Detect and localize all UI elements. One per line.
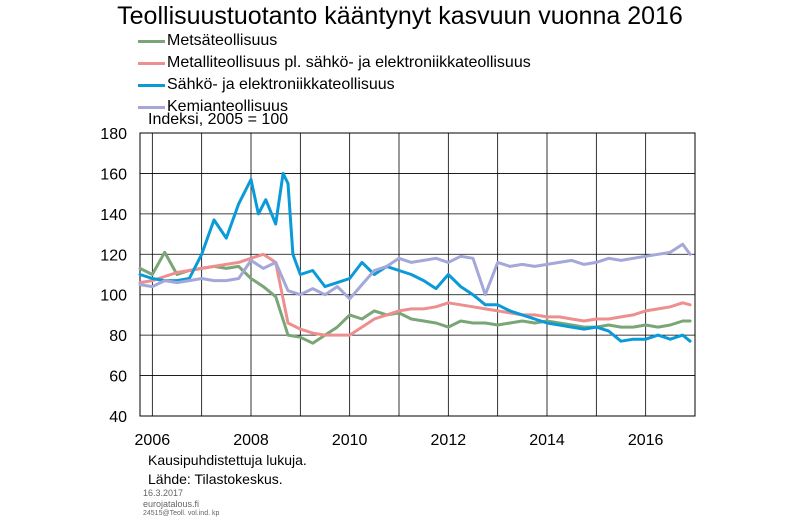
y-tick-label: 120 xyxy=(100,247,127,264)
x-tick-label: 2008 xyxy=(233,432,269,449)
x-tick-label: 2014 xyxy=(529,432,565,449)
series-line-1 xyxy=(138,252,692,337)
legend-swatch xyxy=(138,83,165,87)
series-line-2 xyxy=(138,171,692,343)
y-tick-label: 160 xyxy=(100,166,127,183)
footnote-seasonal: Kausipuhdistettuja lukuja. xyxy=(148,452,307,468)
series-line-0 xyxy=(138,250,692,345)
y-tick-label: 180 xyxy=(100,126,127,143)
legend-label: Metalliteollisuus pl. sähkö- ja elektron… xyxy=(167,54,531,71)
legend-label: Sähkö- ja elektroniikkateollisuus xyxy=(167,76,395,93)
legend-swatch xyxy=(138,105,165,109)
legend-label: Kemianteollisuus xyxy=(167,98,288,115)
legend-label: Metsäteollisuus xyxy=(167,32,278,49)
series-line-3 xyxy=(138,242,692,301)
y-axis-unit-label: Indeksi, 2005 = 100 xyxy=(148,111,289,128)
footnote-source: Lähde: Tilastokeskus. xyxy=(148,471,283,487)
x-tick-label: 2012 xyxy=(431,432,467,449)
chart-code: 24515@Teoll. vol.ind. kp xyxy=(143,510,220,517)
y-tick-label: 80 xyxy=(109,328,127,345)
x-tick-label: 2010 xyxy=(332,432,368,449)
legend-item-metalliteollisuus: Metalliteollisuus pl. sähkö- ja elektron… xyxy=(138,52,531,74)
legend-item-kemianteollisuus: Kemianteollisuus xyxy=(138,96,531,118)
y-tick-label: 40 xyxy=(109,409,127,426)
legend-item-sahko-elektroniikka: Sähkö- ja elektroniikkateollisuus xyxy=(138,74,531,96)
legend-item-metsateollisuus: Metsäteollisuus xyxy=(138,30,531,52)
chart-title: Teollisuustuotanto kääntynyt kasvuun vuo… xyxy=(117,2,683,30)
y-tick-label: 60 xyxy=(109,369,127,386)
site-name: eurojatalous.fi xyxy=(143,499,200,509)
legend: Metsäteollisuus Metalliteollisuus pl. sä… xyxy=(138,30,531,118)
x-tick-label: 2016 xyxy=(628,432,664,449)
publish-date: 16.3.2017 xyxy=(143,488,184,498)
x-tick-label: 2006 xyxy=(135,432,171,449)
legend-swatch xyxy=(138,61,165,65)
legend-swatch xyxy=(138,39,165,43)
plot-frame xyxy=(139,132,696,417)
y-tick-label: 140 xyxy=(100,207,127,224)
y-tick-label: 100 xyxy=(100,288,127,305)
